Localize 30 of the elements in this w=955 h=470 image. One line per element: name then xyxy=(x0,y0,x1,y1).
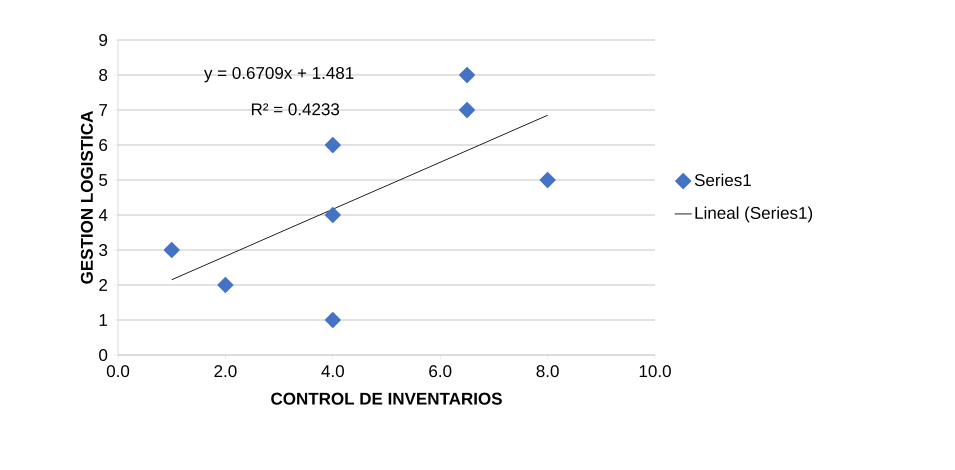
legend-label: Series1 xyxy=(694,174,751,186)
y-axis-title: GESTION LOGISTICA xyxy=(80,111,93,284)
y-tick-label: 1 xyxy=(100,314,108,326)
y-tick-label: 5 xyxy=(99,174,108,186)
point xyxy=(217,276,234,294)
y-tick-label: 7 xyxy=(99,104,108,116)
y-tick-label: 4 xyxy=(98,209,108,221)
x-tick-label: 2.0 xyxy=(214,365,237,378)
point xyxy=(458,66,476,84)
point xyxy=(324,206,341,224)
point xyxy=(539,172,556,188)
annotation: y = 0.6709x + 1.481 xyxy=(204,66,354,82)
x-tick-label: 0.0 xyxy=(106,365,130,378)
y-tick-label: 6 xyxy=(99,138,108,152)
y-tick-label: 9 xyxy=(99,34,108,46)
point xyxy=(164,242,180,258)
x-tick-label: 6.0 xyxy=(429,365,452,378)
point xyxy=(324,312,341,328)
x-tick-label: 8.0 xyxy=(536,365,559,378)
y-tick-label: 8 xyxy=(99,68,108,82)
annotation: R² = 0.4233 xyxy=(252,103,340,116)
y-tick-label: 0 xyxy=(99,348,108,362)
x-tick-label: 4.0 xyxy=(321,365,344,378)
y-tick-label: 2 xyxy=(99,279,108,291)
point xyxy=(458,102,476,118)
x-axis-title: CONTROL DE INVENTARIOS xyxy=(271,392,502,405)
x-tick-label: 10.0 xyxy=(640,365,671,378)
point xyxy=(324,136,341,154)
legend-label: Lineal (Series1) xyxy=(695,206,812,222)
y-tick-label: 3 xyxy=(99,244,108,256)
